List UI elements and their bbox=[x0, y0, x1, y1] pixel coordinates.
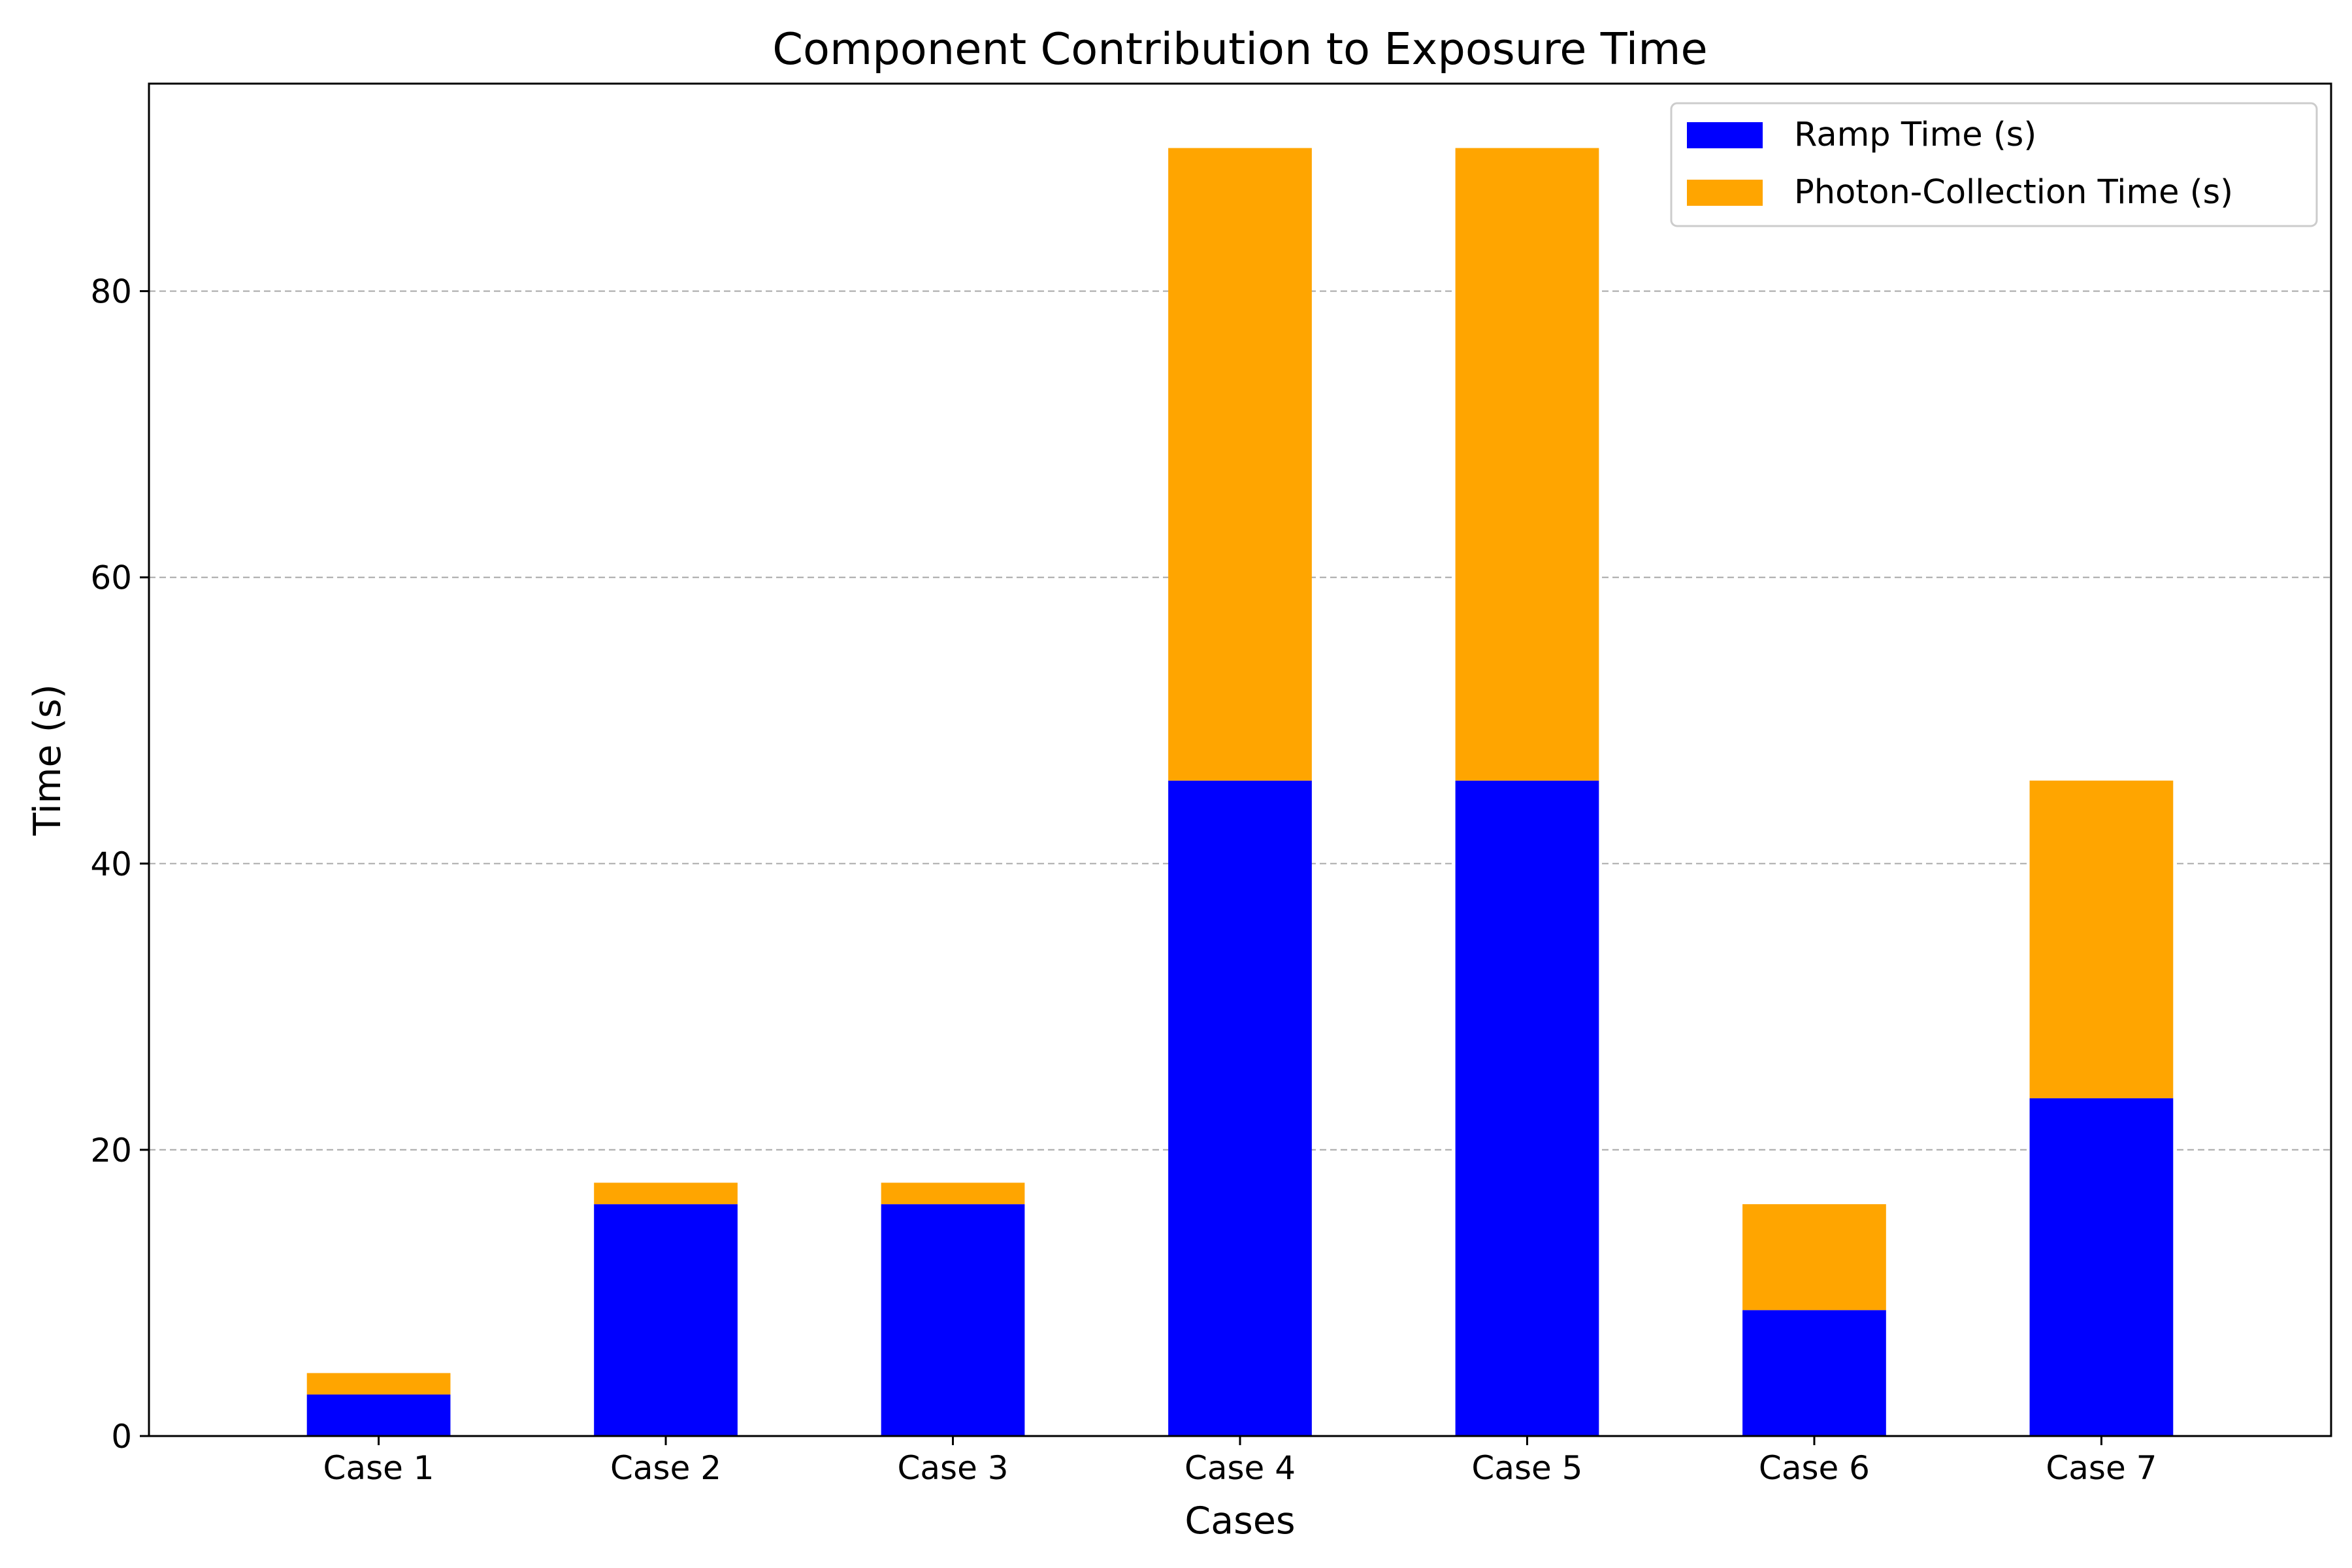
bar-ramp-time bbox=[2029, 1098, 2174, 1436]
y-axis: 0 20 40 60 80 bbox=[90, 273, 149, 1456]
x-axis: Case 1 Case 2 Case 3 Case 4 Case 5 Case 6 Case… bbox=[323, 1436, 2157, 1487]
y-tick-label: 80 bbox=[90, 273, 132, 311]
legend-swatch-ramp-time bbox=[1687, 122, 1763, 148]
x-axis-label: Cases bbox=[1184, 1499, 1295, 1543]
y-tick-label: 0 bbox=[111, 1418, 132, 1456]
y-axis-label: Time (s) bbox=[26, 684, 69, 836]
legend-swatch-photon-collection-time bbox=[1687, 180, 1763, 206]
x-tick-label: Case 2 bbox=[610, 1449, 721, 1487]
bar-ramp-time bbox=[1455, 780, 1599, 1436]
legend-box bbox=[1670, 102, 2318, 227]
legend-label-ramp-time: Ramp Time (s) bbox=[1794, 116, 2036, 154]
x-tick-label: Case 3 bbox=[897, 1449, 1008, 1487]
bar-photon-collection-time bbox=[594, 1183, 738, 1205]
y-tick-label: 40 bbox=[90, 845, 132, 883]
x-tick-label: Case 6 bbox=[1759, 1449, 1870, 1487]
bar-photon-collection-time bbox=[1455, 148, 1599, 781]
x-tick-label: Case 5 bbox=[1471, 1449, 1582, 1487]
bar-ramp-time bbox=[594, 1204, 738, 1436]
bar-photon-collection-time bbox=[881, 1183, 1025, 1205]
bars bbox=[306, 148, 2174, 1436]
y-tick-label: 20 bbox=[90, 1132, 132, 1169]
x-tick-label: Case 4 bbox=[1184, 1449, 1296, 1487]
y-tick-label: 60 bbox=[90, 559, 132, 597]
x-tick-label: Case 1 bbox=[323, 1449, 434, 1487]
x-tick-label: Case 7 bbox=[2046, 1449, 2157, 1487]
bar-photon-collection-time bbox=[1168, 148, 1312, 781]
bar-ramp-time bbox=[881, 1204, 1025, 1436]
bar-ramp-time bbox=[1742, 1310, 1886, 1436]
bar-photon-collection-time bbox=[1742, 1204, 1886, 1311]
chart-title: Component Contribution to Exposure Time bbox=[772, 24, 1708, 74]
bar-photon-collection-time bbox=[2029, 780, 2174, 1099]
bar-ramp-time bbox=[1168, 780, 1312, 1436]
legend-label-photon-collection-time: Photon-Collection Time (s) bbox=[1794, 173, 2233, 212]
bar-ramp-time bbox=[306, 1394, 451, 1436]
legend: Ramp Time (s) Photon-Collection Time (s) bbox=[1670, 102, 2318, 227]
bar-photon-collection-time bbox=[306, 1373, 451, 1395]
